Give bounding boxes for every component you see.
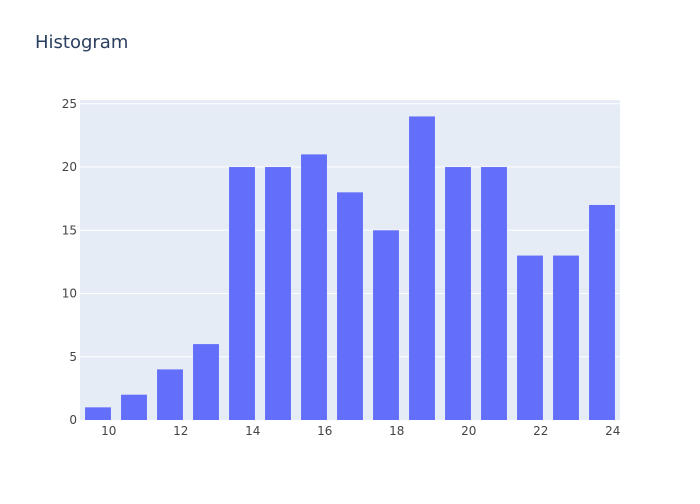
- histogram-bar: [121, 394, 147, 420]
- x-tick-label: 24: [605, 424, 620, 438]
- x-tick-label: 10: [101, 424, 116, 438]
- y-tick-label: 20: [62, 160, 77, 174]
- histogram-bar: [157, 369, 183, 420]
- y-tick-label: 5: [69, 350, 77, 364]
- histogram-bar: [409, 116, 435, 420]
- histogram-bar: [481, 167, 507, 420]
- x-tick-label: 16: [317, 424, 332, 438]
- histogram-bar: [553, 255, 579, 420]
- x-tick-label: 18: [389, 424, 404, 438]
- histogram-bar: [193, 344, 219, 420]
- histogram-bar: [337, 192, 363, 420]
- x-tick-label: 14: [245, 424, 260, 438]
- y-tick-label: 15: [62, 223, 77, 237]
- x-tick-label: 20: [461, 424, 476, 438]
- histogram-bar: [265, 167, 291, 420]
- x-tick-label: 22: [533, 424, 548, 438]
- histogram-bar: [445, 167, 471, 420]
- y-tick-label: 0: [69, 413, 77, 427]
- histogram-bar: [373, 230, 399, 420]
- histogram-bar: [85, 407, 111, 420]
- chart-title: Histogram: [35, 32, 129, 53]
- histogram-bar: [229, 167, 255, 420]
- x-tick-label: 12: [173, 424, 188, 438]
- histogram-bar: [589, 204, 615, 420]
- y-tick-label: 10: [62, 287, 77, 301]
- histogram-bar: [301, 154, 327, 421]
- y-tick-label: 25: [62, 97, 77, 111]
- histogram-bar: [517, 255, 543, 420]
